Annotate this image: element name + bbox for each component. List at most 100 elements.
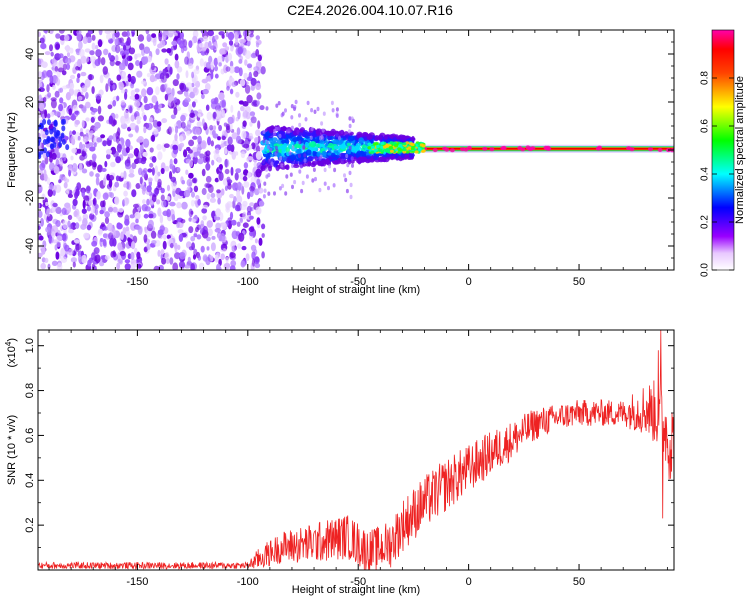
heatmap-cell: [227, 31, 235, 41]
heatmap-cell: [299, 164, 303, 169]
heatmap-cell: [343, 173, 346, 178]
heatmap-cell: [157, 178, 162, 187]
heatmap-cell: [53, 166, 60, 174]
heatmap-cell: [220, 188, 225, 196]
heatmap-cell: [174, 125, 179, 134]
heatmap-cell: [150, 230, 157, 239]
heatmap-cell: [251, 258, 256, 267]
heatmap-cell: [332, 183, 336, 188]
heatmap-cell: [112, 119, 118, 126]
heatmap-cell: [242, 211, 247, 220]
heatmap-cell: [46, 217, 50, 224]
heatmap-cell: [246, 94, 253, 104]
heatmap-cell: [338, 136, 341, 141]
heatmap-cell: [265, 167, 269, 172]
heatmap-cell: [91, 240, 98, 247]
heatmap-cell: [126, 30, 130, 38]
heatmap-cell: [205, 162, 211, 171]
heatmap-cell: [211, 130, 216, 136]
heatmap-cell: [170, 114, 176, 120]
heatmap-cell: [211, 159, 215, 166]
heatmap-cell: [208, 40, 212, 49]
heatmap-cell: [81, 85, 88, 93]
heatmap-cell: [221, 99, 227, 109]
heatmap-cell: [176, 120, 183, 129]
heatmap-cell: [42, 118, 47, 125]
heatmap-cell: [190, 199, 195, 207]
heatmap-cell: [108, 115, 114, 124]
heatmap-cell: [225, 46, 230, 51]
x-tick-label: -100: [237, 276, 259, 288]
heatmap-cell: [215, 147, 220, 155]
heatmap-cell: [244, 59, 248, 66]
heatmap-cell: [267, 172, 271, 178]
heatmap-cell: [38, 252, 43, 258]
heatmap-cell: [93, 142, 97, 148]
heatmap-cell: [323, 181, 327, 186]
heatmap-cell: [102, 233, 108, 239]
heatmap-cell: [273, 143, 280, 147]
heatmap-cell: [142, 138, 150, 148]
heatmap-cell: [226, 125, 231, 134]
heatmap-cell: [83, 195, 90, 201]
chart-title: C2E4.2026.004.10.07.R16: [287, 2, 453, 18]
heatmap-cell: [240, 151, 246, 159]
heatmap-cell: [115, 54, 119, 63]
heatmap-cell: [229, 88, 234, 95]
heatmap-cell: [310, 108, 314, 113]
heatmap-cell: [136, 251, 141, 260]
heatmap-cell: [56, 241, 61, 248]
heatmap-y-ticks: -40 -20 0 20 40: [24, 29, 674, 271]
heatmap-cell: [275, 103, 279, 108]
heatmap-cell: [321, 150, 327, 156]
heatmap-cell: [236, 189, 241, 199]
heatmap-cell: [197, 255, 202, 261]
heatmap-cell: [247, 171, 251, 179]
heatmap-cell: [154, 165, 158, 175]
heatmap-cell: [151, 240, 157, 245]
heatmap-cell: [91, 42, 96, 51]
heatmap-cell: [58, 141, 63, 148]
heatmap-cell: [159, 225, 165, 233]
heatmap-cell: [184, 264, 191, 269]
heatmap-cell: [342, 137, 347, 141]
heatmap-cell: [241, 245, 247, 251]
heatmap-cell: [38, 235, 44, 241]
heatmap-cell: [176, 167, 181, 172]
heatmap-cell: [242, 222, 249, 228]
heatmap-cell: [253, 70, 259, 78]
heatmap-cell: [45, 151, 50, 158]
heatmap-cell: [293, 179, 297, 185]
heatmap-cell: [375, 145, 380, 149]
heatmap-cell: [370, 150, 375, 154]
heatmap-cell: [279, 156, 283, 161]
heatmap-cell: [71, 113, 75, 121]
heatmap-cell: [91, 153, 97, 161]
heatmap-cell: [263, 181, 267, 186]
heatmap-cell: [243, 162, 249, 169]
heatmap-cell: [198, 43, 204, 48]
heatmap-cell: [205, 83, 211, 91]
heatmap-cell: [62, 63, 68, 70]
heatmap-cell: [55, 251, 60, 260]
heatmap-cell: [121, 71, 127, 78]
heatmap-cell: [86, 36, 92, 43]
heatmap-cell: [209, 124, 214, 131]
heatmap-cell: [43, 169, 47, 178]
snr-frame: [37, 329, 675, 571]
heatmap-cell: [38, 71, 42, 78]
heatmap-cell: [69, 47, 74, 54]
heatmap-cell: [67, 248, 74, 256]
heatmap-cell: [47, 92, 52, 98]
heatmap-cell: [120, 100, 126, 106]
heatmap-cell: [143, 114, 147, 122]
heatmap-cell: [157, 207, 162, 217]
heatmap-cell: [258, 187, 264, 194]
heatmap-cell: [237, 110, 241, 120]
heatmap-cell: [84, 48, 91, 53]
heatmap-cell: [384, 148, 389, 153]
x-tick-label: 50: [573, 576, 585, 588]
heatmap-cell: [316, 143, 320, 148]
heatmap-cell: [104, 211, 110, 218]
heatmap-cell: [321, 128, 325, 133]
